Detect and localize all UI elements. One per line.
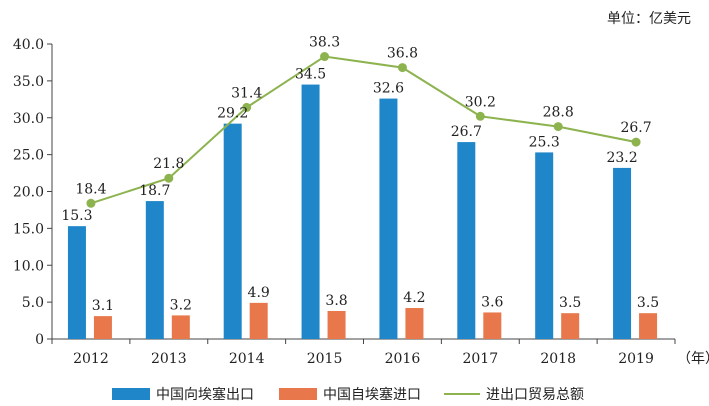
x-tick-label: 2013 xyxy=(151,351,187,367)
export-bar xyxy=(457,142,476,339)
export-bar xyxy=(613,167,632,339)
import-value-label: 3.1 xyxy=(92,298,114,314)
bars xyxy=(67,84,658,340)
x-tick-label: 2018 xyxy=(540,351,576,367)
export-bar xyxy=(535,152,554,339)
total-value-label: 28.8 xyxy=(543,105,574,121)
import-bar xyxy=(93,316,112,339)
import-bar xyxy=(405,308,424,339)
legend-item-total: 进出口贸易总额 xyxy=(444,384,584,404)
total-point xyxy=(320,52,330,62)
total-point xyxy=(397,63,407,73)
import-bar xyxy=(483,312,502,339)
total-value-label: 31.4 xyxy=(231,85,262,101)
total-point xyxy=(242,102,252,112)
total-value-label: 18.4 xyxy=(75,181,106,197)
total-value-label: 26.7 xyxy=(620,120,651,136)
legend-swatch-import xyxy=(279,388,317,400)
unit-label: 单位：亿美元 xyxy=(607,11,691,27)
legend-label-total: 进出口贸易总额 xyxy=(486,387,584,403)
legend-swatch-total xyxy=(444,393,480,395)
import-value-label: 3.5 xyxy=(559,295,581,311)
x-axis-unit: （年） xyxy=(677,351,709,367)
total-line-path xyxy=(90,55,637,205)
export-value-label: 23.2 xyxy=(606,150,637,166)
total-line xyxy=(86,52,641,208)
export-bar xyxy=(223,123,242,340)
x-tick-label: 2015 xyxy=(307,351,343,367)
total-point xyxy=(164,173,174,183)
import-bar xyxy=(561,313,580,339)
legend-label-import: 中国自埃塞进口 xyxy=(323,387,421,403)
import-value-label: 4.9 xyxy=(248,285,270,301)
export-bar xyxy=(67,226,86,339)
legend-item-import: 中国自埃塞进口 xyxy=(279,384,421,404)
x-tick-label: 2017 xyxy=(462,351,498,367)
total-point xyxy=(631,137,641,147)
axes: 0 5.0 10.0 15.0 20.0 25.0 30.0 35.0 40.0 2012 2013… xyxy=(13,37,709,367)
import-bar xyxy=(327,310,346,339)
export-value-label: 26.7 xyxy=(451,124,482,140)
import-value-label: 3.5 xyxy=(637,295,659,311)
total-point xyxy=(553,122,563,132)
export-value-label: 18.7 xyxy=(139,183,170,199)
y-tick-label: 25.0 xyxy=(13,148,44,164)
legend-label-export: 中国向埃塞出口 xyxy=(156,387,254,403)
y-tick-label: 20.0 xyxy=(13,185,44,201)
import-value-label: 3.6 xyxy=(481,294,503,310)
total-point xyxy=(475,111,485,121)
y-tick-label: 30.0 xyxy=(13,111,44,127)
x-tick-label: 2016 xyxy=(385,351,421,367)
y-tick-label: 5.0 xyxy=(22,295,44,311)
import-bar xyxy=(249,302,268,339)
total-point xyxy=(86,198,96,208)
export-value-label: 15.3 xyxy=(61,208,92,224)
export-bar xyxy=(301,84,320,339)
export-value-label: 32.6 xyxy=(373,81,404,97)
y-tick-label: 40.0 xyxy=(13,37,44,53)
export-value-label: 25.3 xyxy=(529,134,560,150)
export-bar xyxy=(379,98,398,339)
y-tick-label: 10.0 xyxy=(13,258,44,274)
total-value-label: 21.8 xyxy=(153,156,184,172)
data-labels: 15.3 18.7 29.2 34.5 32.6 26.7 25.3 23.2 3.1 3.2 4.… xyxy=(61,35,659,315)
x-tick-label: 2014 xyxy=(229,351,265,367)
legend: 中国向埃塞出口 中国自埃塞进口 进出口贸易总额 xyxy=(0,384,709,404)
legend-item-export: 中国向埃塞出口 xyxy=(112,384,254,404)
import-bar xyxy=(171,315,190,339)
y-tick-label: 0 xyxy=(35,332,44,348)
import-value-label: 4.2 xyxy=(403,290,425,306)
export-value-label: 29.2 xyxy=(217,106,248,122)
legend-swatch-export xyxy=(112,388,150,400)
total-value-label: 38.3 xyxy=(309,35,340,51)
export-value-label: 34.5 xyxy=(295,67,326,83)
export-bar xyxy=(145,201,164,339)
total-value-label: 36.8 xyxy=(387,46,418,62)
import-value-label: 3.2 xyxy=(170,297,192,313)
import-bar xyxy=(639,313,658,339)
y-tick-label: 35.0 xyxy=(13,74,44,90)
total-value-label: 30.2 xyxy=(465,94,496,110)
x-tick-label: 2012 xyxy=(73,351,109,367)
y-tick-label: 15.0 xyxy=(13,221,44,237)
x-tick-label: 2019 xyxy=(618,351,654,367)
import-value-label: 3.8 xyxy=(325,293,347,309)
